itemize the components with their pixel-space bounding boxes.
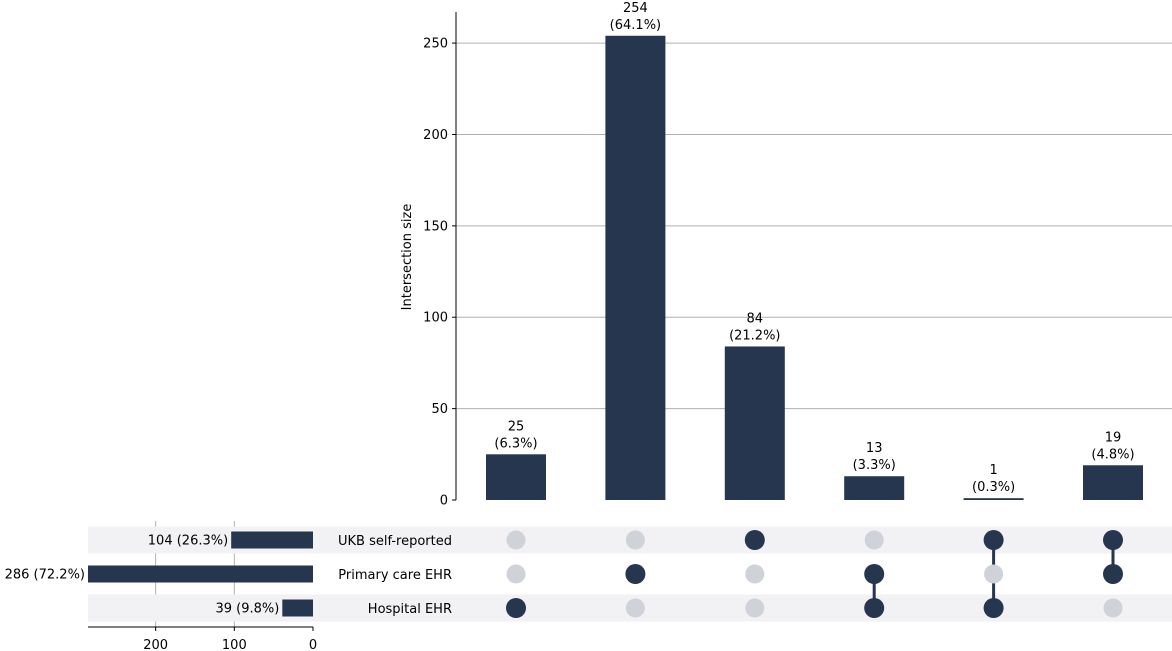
- matrix-dot-active: [983, 598, 1004, 618]
- intersection-bar: [605, 35, 666, 500]
- x-tick-label: 0: [309, 638, 317, 651]
- set-size-label: 286 (72.2%): [5, 568, 85, 583]
- y-axis-label: Intersection size: [400, 204, 415, 311]
- bar-labels: 104 (26.3%) UKB self-reported 286 (72.2%) P…: [5, 1, 1135, 617]
- x-tick-label: 100: [222, 638, 247, 651]
- intersection-bar: [844, 476, 905, 500]
- matrix-dot-inactive: [625, 598, 645, 618]
- set-name-label: Primary care EHR: [338, 568, 452, 583]
- set-size-label: 39 (9.8%): [215, 602, 279, 617]
- matrix-dot-inactive: [984, 564, 1004, 584]
- matrix-dot-active: [1103, 564, 1123, 584]
- intersection-bar: [963, 498, 1024, 500]
- y-tick-label: 200: [423, 128, 448, 143]
- intersection-bar: [1083, 465, 1143, 500]
- intersection-bar: [724, 346, 785, 500]
- matrix-dot-inactive: [506, 564, 526, 584]
- set-name-label: Hospital EHR: [368, 602, 452, 617]
- set-size-bar: [231, 531, 313, 549]
- membership-matrix: [506, 530, 1123, 618]
- matrix-dot-inactive: [1103, 598, 1123, 618]
- y-tick-label: 250: [423, 37, 448, 52]
- matrix-dot-active: [864, 564, 885, 584]
- y-tick-label: 0: [440, 494, 448, 509]
- bar-percent-label: (0.3%): [972, 480, 1015, 495]
- matrix-dot-inactive: [506, 530, 526, 550]
- bar-percent-label: (21.2%): [729, 328, 780, 343]
- bar-count-label: 13: [866, 441, 883, 456]
- set-size-bar: [88, 565, 313, 583]
- set-name-label: UKB self-reported: [338, 534, 452, 549]
- matrix-dot-active: [744, 530, 765, 550]
- intersection-bars: [486, 35, 1143, 500]
- matrix-dot-inactive: [625, 530, 645, 550]
- bar-percent-label: (64.1%): [610, 18, 661, 33]
- matrix-dot-active: [506, 598, 526, 618]
- y-tick-label: 100: [423, 311, 448, 326]
- bar-count-label: 1: [989, 463, 997, 478]
- bar-percent-label: (6.3%): [494, 436, 537, 451]
- matrix-dot-inactive: [745, 564, 765, 584]
- bar-percent-label: (3.3%): [853, 458, 896, 473]
- set-size-bars: [88, 531, 313, 617]
- matrix-dot-inactive: [864, 530, 884, 550]
- set-size-label: 104 (26.3%): [148, 534, 228, 549]
- bar-count-label: 84: [747, 311, 764, 326]
- y-tick-label: 50: [431, 402, 448, 417]
- matrix-dot-active: [983, 530, 1004, 550]
- matrix-dot-active: [864, 598, 885, 618]
- bar-count-label: 254: [623, 1, 648, 16]
- matrix-dot-active: [625, 564, 646, 584]
- set-size-bar: [282, 599, 313, 617]
- bar-percent-label: (4.8%): [1091, 447, 1134, 462]
- bar-count-label: 19: [1105, 430, 1122, 445]
- intersection-bar: [486, 454, 546, 500]
- bar-count-label: 25: [508, 419, 525, 434]
- matrix-dot-inactive: [745, 598, 765, 618]
- matrix-dot-active: [1103, 530, 1123, 550]
- y-tick-label: 150: [423, 219, 448, 234]
- x-tick-label: 200: [143, 638, 168, 651]
- axes: 0 50 100 150 200 250 200 100 0: [88, 12, 457, 651]
